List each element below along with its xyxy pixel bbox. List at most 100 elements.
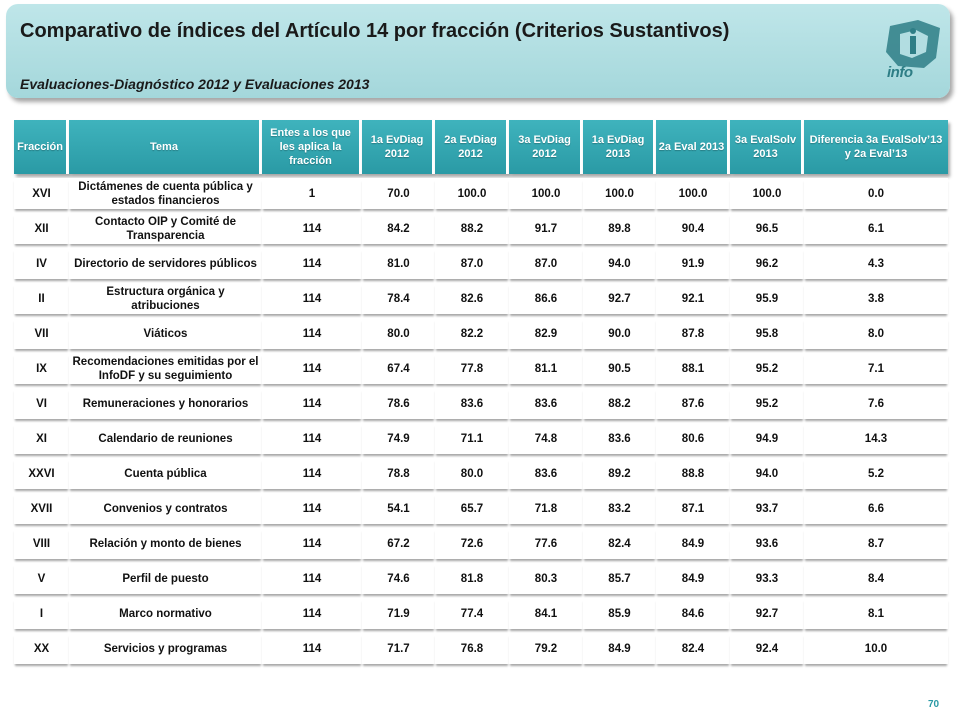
cell-eval2-2013: 82.4 xyxy=(656,633,730,664)
cell-tema: Convenios y contratos xyxy=(69,493,262,524)
cell-evalsolv3-2013: 93.6 xyxy=(730,528,804,559)
table-row: I Marco normativo 114 71.9 77.4 84.1 85.9 84.6 9… xyxy=(14,598,948,629)
cell-eval2-2013: 87.8 xyxy=(656,318,730,349)
cell-tema: Servicios y programas xyxy=(69,633,262,664)
cell-ev2-2012: 76.8 xyxy=(435,633,509,664)
cell-ev3-2012: 77.6 xyxy=(509,528,583,559)
cell-ev1-2012: 70.0 xyxy=(362,178,435,209)
cell-ev1-2013: 85.7 xyxy=(583,563,656,594)
cell-diferencia: 3.8 xyxy=(804,283,948,314)
cell-tema: Perfil de puesto xyxy=(69,563,262,594)
cell-eval2-2013: 87.6 xyxy=(656,388,730,419)
cell-diferencia: 8.4 xyxy=(804,563,948,594)
cell-fraccion: IX xyxy=(14,353,69,384)
cell-diferencia: 8.0 xyxy=(804,318,948,349)
cell-fraccion: XVII xyxy=(14,493,69,524)
cell-eval2-2013: 92.1 xyxy=(656,283,730,314)
table-row: VIII Relación y monto de bienes 114 67.2 72.… xyxy=(14,528,948,559)
cell-tema: Contacto OIP y Comité de Transparencia xyxy=(69,213,262,244)
cell-evalsolv3-2013: 100.0 xyxy=(730,178,804,209)
cell-entes: 114 xyxy=(262,318,362,349)
cell-eval2-2013: 88.1 xyxy=(656,353,730,384)
cell-tema: Marco normativo xyxy=(69,598,262,629)
cell-ev3-2012: 74.8 xyxy=(509,423,583,454)
cell-ev3-2012: 81.1 xyxy=(509,353,583,384)
cell-entes: 114 xyxy=(262,563,362,594)
cell-ev2-2012: 72.6 xyxy=(435,528,509,559)
cell-fraccion: XII xyxy=(14,213,69,244)
cell-ev1-2013: 89.8 xyxy=(583,213,656,244)
cell-ev1-2012: 74.6 xyxy=(362,563,435,594)
cell-diferencia: 10.0 xyxy=(804,633,948,664)
cell-evalsolv3-2013: 95.2 xyxy=(730,353,804,384)
cell-ev1-2012: 78.4 xyxy=(362,283,435,314)
table-row: XX Servicios y programas 114 71.7 76.8 79.2 84… xyxy=(14,633,948,664)
table-row: II Estructura orgánica y atribuciones 114 7… xyxy=(14,283,948,314)
cell-ev2-2012: 82.2 xyxy=(435,318,509,349)
cell-fraccion: VI xyxy=(14,388,69,419)
cell-entes: 114 xyxy=(262,388,362,419)
cell-fraccion: VII xyxy=(14,318,69,349)
column-header-tema: Tema xyxy=(69,120,262,174)
table-header-row: Fracción Tema Entes a los que les aplica l… xyxy=(14,120,948,174)
cell-tema: Viáticos xyxy=(69,318,262,349)
cell-ev1-2013: 85.9 xyxy=(583,598,656,629)
cell-evalsolv3-2013: 95.8 xyxy=(730,318,804,349)
cell-entes: 114 xyxy=(262,458,362,489)
column-header-ev1-2012: 1a EvDiag 2012 xyxy=(362,120,435,174)
cell-entes: 114 xyxy=(262,633,362,664)
cell-ev1-2012: 84.2 xyxy=(362,213,435,244)
column-header-evalsolv3-2013: 3a EvalSolv 2013 xyxy=(730,120,804,174)
cell-tema: Estructura orgánica y atribuciones xyxy=(69,283,262,314)
cell-ev1-2013: 90.5 xyxy=(583,353,656,384)
comparison-table: Fracción Tema Entes a los que les aplica l… xyxy=(14,116,948,668)
cell-eval2-2013: 84.6 xyxy=(656,598,730,629)
cell-fraccion: IV xyxy=(14,248,69,279)
cell-ev2-2012: 65.7 xyxy=(435,493,509,524)
cell-ev1-2013: 84.9 xyxy=(583,633,656,664)
cell-ev1-2012: 81.0 xyxy=(362,248,435,279)
cell-ev3-2012: 83.6 xyxy=(509,388,583,419)
cell-ev1-2013: 94.0 xyxy=(583,248,656,279)
cell-entes: 114 xyxy=(262,353,362,384)
cell-tema: Dictámenes de cuenta pública y estados f… xyxy=(69,178,262,209)
cell-entes: 114 xyxy=(262,248,362,279)
cell-ev1-2013: 92.7 xyxy=(583,283,656,314)
page-title: Comparativo de índices del Artículo 14 p… xyxy=(20,20,730,42)
cell-ev3-2012: 100.0 xyxy=(509,178,583,209)
cell-ev1-2013: 90.0 xyxy=(583,318,656,349)
cell-tema: Cuenta pública xyxy=(69,458,262,489)
cell-ev2-2012: 88.2 xyxy=(435,213,509,244)
cell-tema: Calendario de reuniones xyxy=(69,423,262,454)
cell-diferencia: 8.7 xyxy=(804,528,948,559)
cell-ev3-2012: 80.3 xyxy=(509,563,583,594)
cell-entes: 114 xyxy=(262,283,362,314)
logo-wordmark: info xyxy=(887,64,913,81)
cell-evalsolv3-2013: 95.9 xyxy=(730,283,804,314)
cell-ev1-2013: 100.0 xyxy=(583,178,656,209)
cell-eval2-2013: 84.9 xyxy=(656,563,730,594)
column-header-eval2-2013: 2a Eval 2013 xyxy=(656,120,730,174)
cell-ev3-2012: 86.6 xyxy=(509,283,583,314)
cell-ev1-2012: 71.7 xyxy=(362,633,435,664)
page-subtitle: Evaluaciones-Diagnóstico 2012 y Evaluaci… xyxy=(20,76,370,92)
page-number: 70 xyxy=(928,699,940,710)
table-row: XVII Convenios y contratos 114 54.1 65.7 71.8… xyxy=(14,493,948,524)
cell-diferencia: 14.3 xyxy=(804,423,948,454)
cell-ev1-2013: 82.4 xyxy=(583,528,656,559)
cell-diferencia: 5.2 xyxy=(804,458,948,489)
cell-ev2-2012: 71.1 xyxy=(435,423,509,454)
cell-diferencia: 7.1 xyxy=(804,353,948,384)
cell-ev2-2012: 87.0 xyxy=(435,248,509,279)
cell-ev2-2012: 77.8 xyxy=(435,353,509,384)
cell-diferencia: 0.0 xyxy=(804,178,948,209)
column-header-ev3-2012: 3a EvDiag 2012 xyxy=(509,120,583,174)
cell-ev3-2012: 84.1 xyxy=(509,598,583,629)
cell-diferencia: 6.1 xyxy=(804,213,948,244)
table-body: XVI Dictámenes de cuenta pública y estado… xyxy=(14,178,948,664)
cell-tema: Remuneraciones y honorarios xyxy=(69,388,262,419)
cell-eval2-2013: 84.9 xyxy=(656,528,730,559)
cell-ev3-2012: 79.2 xyxy=(509,633,583,664)
cell-evalsolv3-2013: 94.9 xyxy=(730,423,804,454)
cell-ev1-2013: 89.2 xyxy=(583,458,656,489)
